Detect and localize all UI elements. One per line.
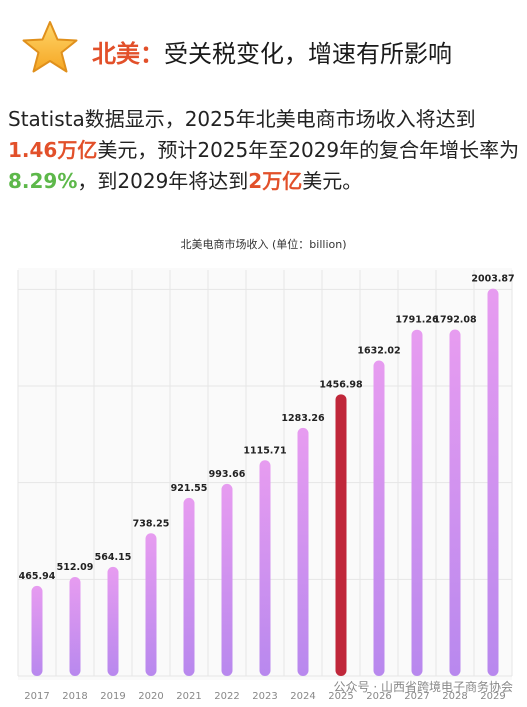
value-label-2025: 1456.98 [319, 379, 363, 390]
chart-title: 北美电商市场收入 (单位：billion) [180, 238, 347, 251]
x-tick-2023: 2023 [252, 691, 277, 702]
bar-2022 [221, 483, 233, 676]
watermark: 公众号 · 山西省跨境电子商务协会 [333, 680, 513, 694]
intro-text-3: ，到2029年将达到 [77, 169, 249, 193]
intro-paragraph: Statista数据显示，2025年北美电商市场收入将达到 1.46万亿美元，预计… [8, 104, 523, 197]
x-tick-2027: 2027 [404, 691, 429, 702]
bar-2026 [373, 360, 385, 676]
x-tick-2025: 2025 [328, 691, 353, 702]
x-tick-2026: 2026 [366, 691, 391, 702]
bar-2021 [183, 497, 195, 676]
value-label-2017: 465.94 [19, 571, 56, 582]
value-label-2022: 993.66 [209, 469, 246, 480]
bar-2024 [297, 427, 309, 676]
intro-text-1: Statista数据显示，2025年北美电商市场收入将达到 [8, 107, 476, 131]
star-icon [22, 21, 78, 73]
value-label-2029: 2003.87 [471, 274, 514, 285]
x-tick-2018: 2018 [62, 691, 87, 702]
bar-2025 [335, 394, 347, 676]
title-rest: 受关税变化，增速有所影响 [164, 40, 452, 68]
bar-2029 [487, 288, 499, 676]
intro-value-1: 1.46万亿 [8, 138, 98, 162]
value-label-2024: 1283.26 [281, 413, 325, 424]
bar-2027 [411, 329, 423, 676]
value-label-2019: 564.15 [95, 552, 132, 563]
bar-2020 [145, 533, 157, 676]
bar-2028 [449, 329, 461, 676]
value-label-2026: 1632.02 [357, 345, 400, 356]
intro-value-3: 2万亿 [248, 169, 303, 193]
x-tick-2017: 2017 [24, 691, 49, 702]
bar-2018 [69, 576, 81, 676]
x-tick-2022: 2022 [214, 691, 239, 702]
bar-2019 [107, 566, 119, 676]
title-lead: 北美： [92, 40, 164, 68]
intro-text-4: 美元。 [302, 169, 363, 193]
value-label-2020: 738.25 [133, 518, 170, 529]
value-label-2028: 1792.08 [433, 315, 477, 326]
value-label-2018: 512.09 [57, 562, 94, 573]
value-label-2023: 1115.71 [243, 445, 286, 456]
intro-text-2: 美元，预计2025年至2029年的复合年增长率为 [97, 138, 520, 162]
value-label-2027: 1791.26 [395, 315, 439, 326]
x-tick-2029: 2029 [480, 691, 505, 702]
bar-2023 [259, 460, 271, 676]
intro-value-2: 8.29% [8, 169, 78, 193]
x-tick-2028: 2028 [442, 691, 467, 702]
bar-2017 [31, 585, 43, 676]
value-label-2021: 921.55 [171, 483, 208, 494]
x-tick-2019: 2019 [100, 691, 125, 702]
x-tick-2020: 2020 [138, 691, 163, 702]
header-banner: 北美：受关税变化，增速有所影响 [0, 0, 527, 96]
x-tick-2021: 2021 [176, 691, 201, 702]
x-tick-2024: 2024 [290, 691, 315, 702]
page-title: 北美：受关税变化，增速有所影响 [92, 34, 452, 69]
